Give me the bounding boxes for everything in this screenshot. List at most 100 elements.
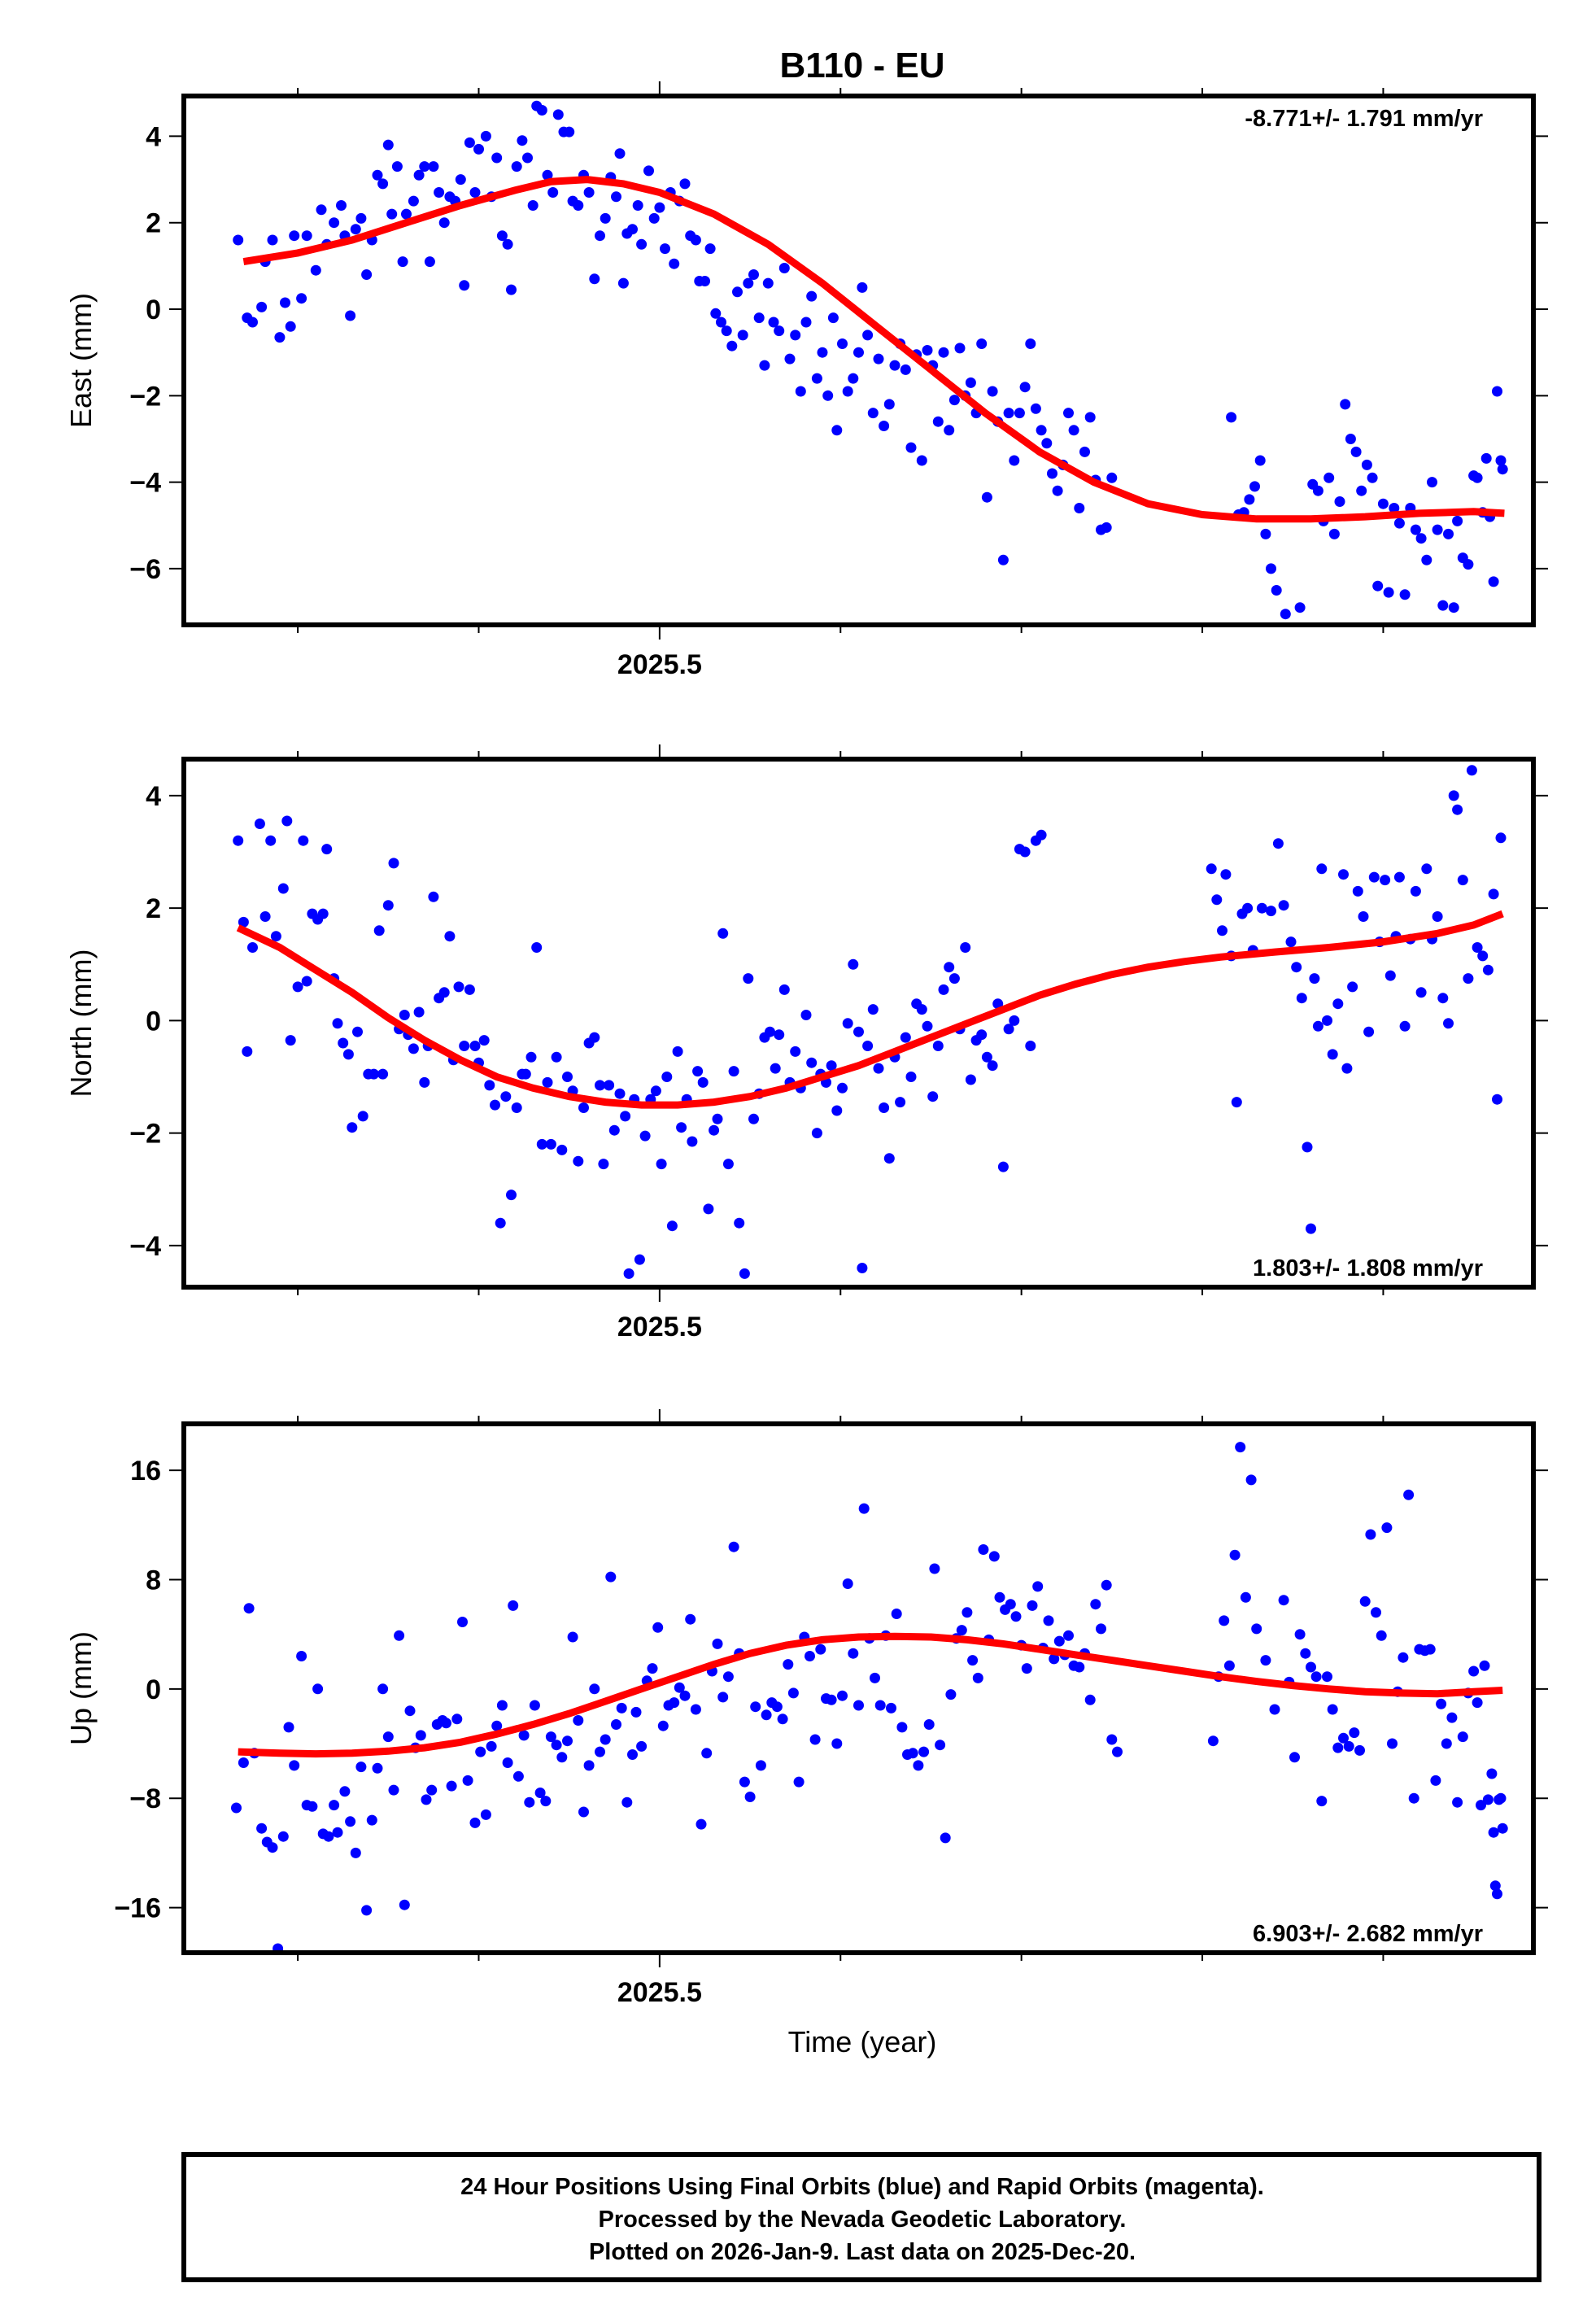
up-data-point bbox=[578, 1806, 589, 1818]
east-data-point bbox=[660, 243, 670, 255]
east-data-point bbox=[1101, 522, 1112, 533]
north-data-point bbox=[265, 835, 277, 846]
up-data-point bbox=[329, 1800, 340, 1811]
up-data-point bbox=[372, 1762, 383, 1774]
east-data-point bbox=[345, 310, 356, 321]
east-data-point bbox=[648, 212, 660, 224]
chart-title: B110 - EU bbox=[780, 46, 945, 85]
up-data-point bbox=[831, 1738, 843, 1749]
up-y-axis-label: Up (mm) bbox=[64, 1631, 98, 1745]
east-data-point bbox=[233, 234, 244, 246]
north-data-point bbox=[342, 1049, 354, 1060]
north-data-point bbox=[992, 998, 1004, 1010]
north-data-point bbox=[1036, 829, 1047, 840]
up-data-point bbox=[296, 1651, 307, 1661]
east-data-point bbox=[873, 353, 884, 365]
up-data-point bbox=[388, 1784, 399, 1796]
up-data-point bbox=[1408, 1792, 1419, 1804]
north-data-point bbox=[853, 1026, 864, 1037]
north-data-point bbox=[1477, 950, 1489, 962]
east-data-point bbox=[386, 208, 398, 220]
east-data-point bbox=[1328, 528, 1340, 539]
east-data-point bbox=[1421, 554, 1432, 565]
north-data-point bbox=[531, 942, 543, 953]
east-data-point bbox=[857, 282, 868, 293]
up-data-point bbox=[994, 1591, 1005, 1603]
east-data-point bbox=[1393, 517, 1405, 529]
east-data-point bbox=[1334, 496, 1345, 507]
east-data-point bbox=[632, 200, 643, 211]
north-data-point bbox=[1358, 911, 1369, 922]
east-data-point bbox=[883, 399, 895, 410]
east-data-point bbox=[511, 161, 522, 172]
north-data-point bbox=[1231, 1097, 1242, 1108]
up-data-point bbox=[1084, 1694, 1096, 1705]
east-data-point bbox=[1377, 498, 1389, 509]
up-data-point bbox=[589, 1683, 600, 1695]
east-points bbox=[233, 100, 1508, 620]
up-data-point bbox=[896, 1722, 908, 1733]
north-data-point bbox=[604, 1080, 615, 1091]
north-data-point bbox=[1452, 804, 1463, 815]
up-data-point bbox=[1090, 1599, 1101, 1610]
up-data-point bbox=[361, 1905, 373, 1916]
east-data-point bbox=[1041, 438, 1053, 449]
up-data-point bbox=[636, 1740, 648, 1752]
up-data-point bbox=[1479, 1660, 1490, 1671]
north-data-point bbox=[1352, 885, 1363, 897]
east-y-tick-label: −2 bbox=[129, 381, 161, 412]
east-data-point bbox=[948, 395, 960, 406]
east-data-point bbox=[748, 269, 759, 280]
east-data-point bbox=[536, 105, 547, 116]
north-data-point bbox=[556, 1144, 568, 1155]
north-data-point bbox=[1296, 993, 1307, 1004]
east-data-point bbox=[932, 416, 944, 427]
north-data-point bbox=[598, 1159, 609, 1170]
up-data-point bbox=[1316, 1796, 1328, 1807]
north-data-point bbox=[831, 1105, 843, 1116]
north-data-point bbox=[873, 1063, 884, 1074]
up-data-point bbox=[350, 1847, 361, 1858]
up-data-point bbox=[491, 1720, 503, 1731]
up-data-point bbox=[529, 1700, 540, 1711]
east-data-point bbox=[1367, 472, 1378, 483]
north-data-point bbox=[1327, 1049, 1338, 1060]
up-data-point bbox=[1010, 1611, 1022, 1622]
up-data-point bbox=[283, 1722, 294, 1733]
north-data-point bbox=[373, 925, 385, 936]
north-data-point bbox=[321, 844, 333, 855]
up-data-point bbox=[573, 1715, 584, 1726]
north-data-point bbox=[270, 931, 281, 942]
east-data-point bbox=[679, 178, 691, 190]
up-data-point bbox=[1497, 1823, 1508, 1834]
north-data-point bbox=[879, 1102, 890, 1113]
up-x-tick-label: 2025.5 bbox=[617, 1977, 702, 2008]
up-data-point bbox=[874, 1700, 886, 1711]
east-data-point bbox=[768, 317, 779, 328]
up-data-point bbox=[399, 1899, 410, 1910]
east-data-point bbox=[743, 277, 754, 289]
north-data-point bbox=[238, 916, 249, 928]
north-y-tick-label: −4 bbox=[129, 1231, 161, 1262]
east-data-point bbox=[1443, 528, 1454, 539]
north-data-point bbox=[672, 1046, 683, 1057]
up-y-tick-label: 8 bbox=[146, 1565, 161, 1596]
north-data-point bbox=[739, 1268, 750, 1279]
up-data-point bbox=[1278, 1595, 1289, 1606]
north-data-point bbox=[1415, 987, 1427, 998]
up-data-point bbox=[611, 1719, 621, 1730]
north-data-point bbox=[233, 835, 244, 846]
east-data-point bbox=[954, 343, 966, 354]
north-data-point bbox=[301, 976, 312, 987]
up-data-point bbox=[1349, 1727, 1360, 1739]
up-data-point bbox=[886, 1702, 896, 1713]
north-y-tick-label: 2 bbox=[146, 893, 161, 924]
up-data-point bbox=[312, 1683, 324, 1695]
north-data-point bbox=[1410, 885, 1421, 897]
east-data-point bbox=[643, 165, 654, 177]
up-data-point bbox=[518, 1730, 530, 1741]
east-data-point bbox=[611, 191, 621, 203]
east-data-point bbox=[1399, 589, 1411, 600]
up-rate-label: 6.903+/- 2.682 mm/yr bbox=[1253, 1921, 1483, 1947]
east-data-point bbox=[1249, 481, 1260, 492]
